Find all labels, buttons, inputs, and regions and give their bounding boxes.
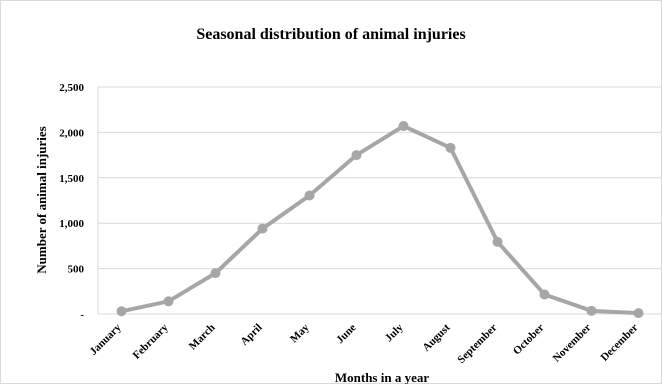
data-point — [304, 190, 315, 201]
series-line-path — [119, 124, 641, 316]
x-axis-label: Months in a year — [335, 370, 429, 384]
y-tick-labels: - 500 1,000 1,500 2,000 2,500 — [59, 82, 84, 321]
x-tick-label: December — [598, 322, 640, 364]
y-tick-label: 500 — [68, 264, 85, 276]
y-tick-label: 1,500 — [59, 173, 84, 185]
x-tick-label: August — [420, 321, 452, 353]
x-tick-label: July — [383, 321, 406, 344]
x-tick-label: March — [187, 322, 218, 353]
data-point — [398, 121, 409, 132]
axes — [97, 87, 662, 315]
x-tick-label: February — [131, 321, 171, 361]
chart-title: Seasonal distribution of animal injuries — [196, 26, 466, 43]
x-tick-label: January — [87, 321, 123, 357]
data-point — [163, 296, 174, 307]
data-point — [445, 142, 456, 153]
y-tick-label: - — [80, 309, 84, 321]
series-line — [119, 124, 641, 316]
data-point — [116, 306, 127, 317]
x-tick-label: September — [455, 322, 499, 366]
x-tick-label: May — [288, 321, 312, 345]
series-markers — [116, 121, 644, 319]
y-axis-label: Number of animal injuries — [34, 126, 49, 273]
y-tick-label: 2,000 — [59, 127, 84, 139]
x-tick-label: October — [511, 322, 547, 358]
data-point — [539, 289, 550, 300]
grid-lines — [98, 86, 662, 270]
x-tick-label: November — [551, 322, 594, 365]
x-tick-label: April — [238, 322, 264, 348]
data-point — [492, 236, 503, 247]
y-tick-label: 1,000 — [59, 218, 84, 230]
y-tick-label: 2,500 — [59, 82, 84, 94]
data-point — [210, 268, 221, 279]
x-tick-labels: January February March April May June July Augu… — [87, 321, 640, 366]
data-point — [351, 150, 362, 161]
data-point — [586, 305, 597, 316]
data-point — [257, 223, 268, 234]
x-tick-label: June — [334, 322, 359, 347]
data-point — [633, 308, 644, 319]
